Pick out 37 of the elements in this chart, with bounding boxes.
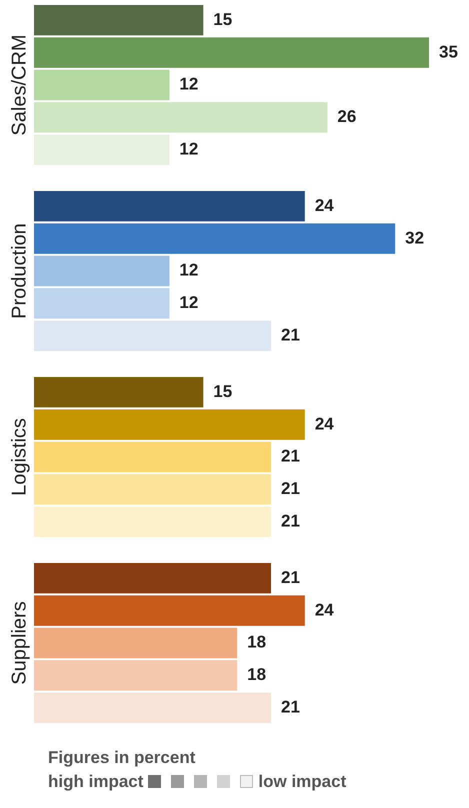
- data-label: 24: [314, 196, 334, 215]
- bar: [34, 223, 396, 254]
- text: high impact: [48, 772, 144, 791]
- y-axis-title: Production: [8, 223, 31, 319]
- bar: [34, 4, 204, 36]
- data-label: 15: [213, 10, 232, 29]
- data-label: 35: [439, 42, 458, 62]
- bar: [34, 190, 305, 222]
- data-label: 12: [179, 260, 198, 280]
- data-label: 21: [281, 479, 300, 498]
- data-label: 21: [281, 325, 300, 344]
- data-label: 12: [179, 139, 198, 158]
- bar: [34, 288, 170, 319]
- data-label: 18: [247, 665, 266, 684]
- data-label: 32: [405, 228, 424, 248]
- data-label: 15: [213, 382, 232, 401]
- y-axis-title: Logistics: [8, 418, 31, 496]
- data-label: 12: [179, 293, 198, 312]
- bar: [34, 134, 170, 166]
- data-label: 24: [314, 414, 334, 434]
- data-label: 21: [281, 568, 300, 587]
- bar: [34, 37, 429, 68]
- text: low impact: [258, 772, 346, 791]
- text: Figures in percent: [48, 747, 196, 769]
- data-label: 18: [247, 632, 266, 652]
- data-label: 21: [281, 511, 300, 530]
- bar: [34, 256, 170, 286]
- data-label: 26: [337, 107, 356, 126]
- y-axis-title: Suppliers: [8, 601, 31, 685]
- data-label: 21: [281, 446, 300, 466]
- data-label: 24: [314, 600, 334, 620]
- bar: [34, 70, 170, 100]
- y-axis-title: Sales/CRM: [8, 34, 31, 136]
- bar: [34, 102, 328, 133]
- bar: [34, 320, 271, 352]
- data-label: 12: [179, 74, 198, 94]
- data-label: 21: [281, 697, 300, 716]
